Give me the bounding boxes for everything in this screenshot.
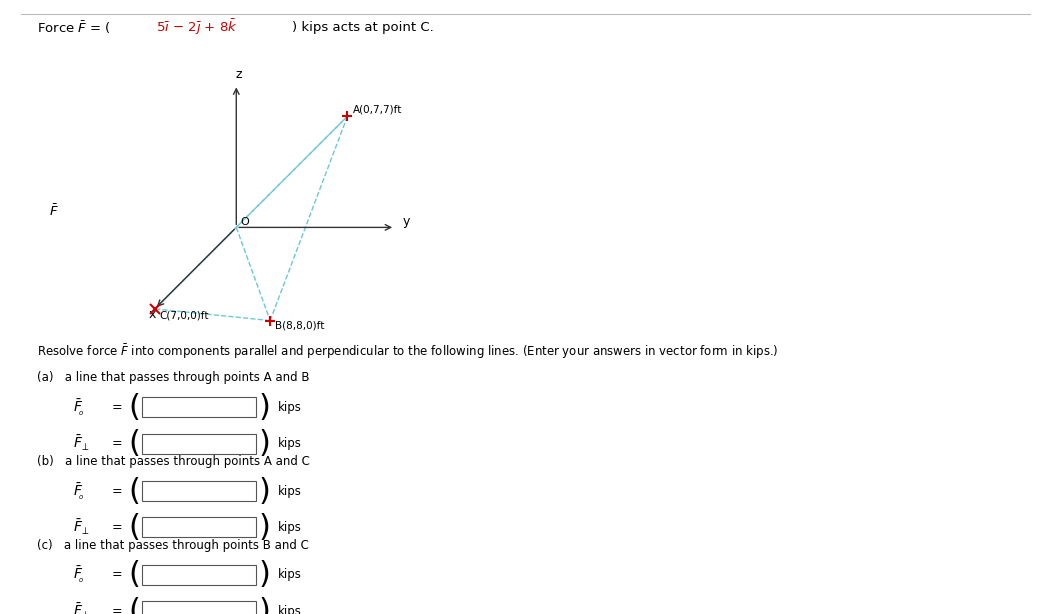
Text: (c)   a line that passes through points B and C: (c) a line that passes through points B …: [37, 538, 309, 551]
FancyBboxPatch shape: [142, 481, 256, 501]
Text: (b)   a line that passes through points A and C: (b) a line that passes through points A …: [37, 455, 310, 468]
Text: ): ): [259, 429, 270, 458]
Text: A(0,7,7)ft: A(0,7,7)ft: [353, 104, 403, 114]
Text: =: =: [111, 521, 122, 534]
Text: (: (: [128, 393, 140, 422]
Text: kips: kips: [277, 521, 302, 534]
Text: $\bar{F}_{\!\perp}$: $\bar{F}_{\!\perp}$: [73, 434, 89, 453]
Text: (: (: [128, 429, 140, 458]
Text: kips: kips: [277, 569, 302, 581]
Text: $\bar{F}_{\!\perp}$: $\bar{F}_{\!\perp}$: [73, 602, 89, 614]
Text: B(8,8,0)ft: B(8,8,0)ft: [275, 321, 325, 330]
Text: $\bar{F}_{\!\!{}_o}$: $\bar{F}_{\!\!{}_o}$: [73, 397, 83, 418]
Text: (: (: [128, 597, 140, 614]
Text: kips: kips: [277, 605, 302, 614]
Text: $\bar{F}_{\!\!{}_o}$: $\bar{F}_{\!\!{}_o}$: [73, 481, 83, 502]
Text: Force $\bar{F}$ = (: Force $\bar{F}$ = (: [37, 19, 110, 36]
FancyBboxPatch shape: [142, 565, 256, 585]
Text: y: y: [403, 215, 410, 228]
Text: =: =: [111, 484, 122, 497]
Text: (: (: [128, 476, 140, 505]
Text: ) kips acts at point C.: ) kips acts at point C.: [292, 21, 434, 34]
Text: (: (: [128, 513, 140, 542]
FancyBboxPatch shape: [142, 397, 256, 418]
Text: =: =: [111, 569, 122, 581]
Text: ): ): [259, 597, 270, 614]
FancyBboxPatch shape: [142, 518, 256, 537]
Text: (: (: [128, 561, 140, 589]
Text: $\bar{F}_{\!\perp}$: $\bar{F}_{\!\perp}$: [73, 518, 89, 537]
Text: =: =: [111, 437, 122, 450]
FancyBboxPatch shape: [142, 601, 256, 614]
Text: ): ): [259, 476, 270, 505]
Text: =: =: [111, 401, 122, 414]
Text: $5\bar{\imath}$ $-$ $2\bar{\jmath}$ $+$ $8\bar{k}$: $5\bar{\imath}$ $-$ $2\bar{\jmath}$ $+$ …: [156, 18, 238, 37]
Text: kips: kips: [277, 484, 302, 497]
FancyBboxPatch shape: [142, 433, 256, 454]
Text: (a)   a line that passes through points A and B: (a) a line that passes through points A …: [37, 371, 309, 384]
Text: kips: kips: [277, 401, 302, 414]
Text: $\bar{F}_{\!\!{}_o}$: $\bar{F}_{\!\!{}_o}$: [73, 564, 83, 585]
Text: O: O: [241, 217, 249, 227]
Text: Resolve force $\bar{F}$ into components parallel and perpendicular to the follow: Resolve force $\bar{F}$ into components …: [37, 343, 779, 362]
Text: $\bar{F}$: $\bar{F}$: [49, 204, 59, 219]
Text: ): ): [259, 393, 270, 422]
Text: x: x: [148, 308, 156, 322]
Text: ): ): [259, 513, 270, 542]
Text: kips: kips: [277, 437, 302, 450]
Text: =: =: [111, 605, 122, 614]
Text: C(7,0,0)ft: C(7,0,0)ft: [159, 311, 208, 321]
Text: ): ): [259, 561, 270, 589]
Text: z: z: [235, 68, 242, 81]
